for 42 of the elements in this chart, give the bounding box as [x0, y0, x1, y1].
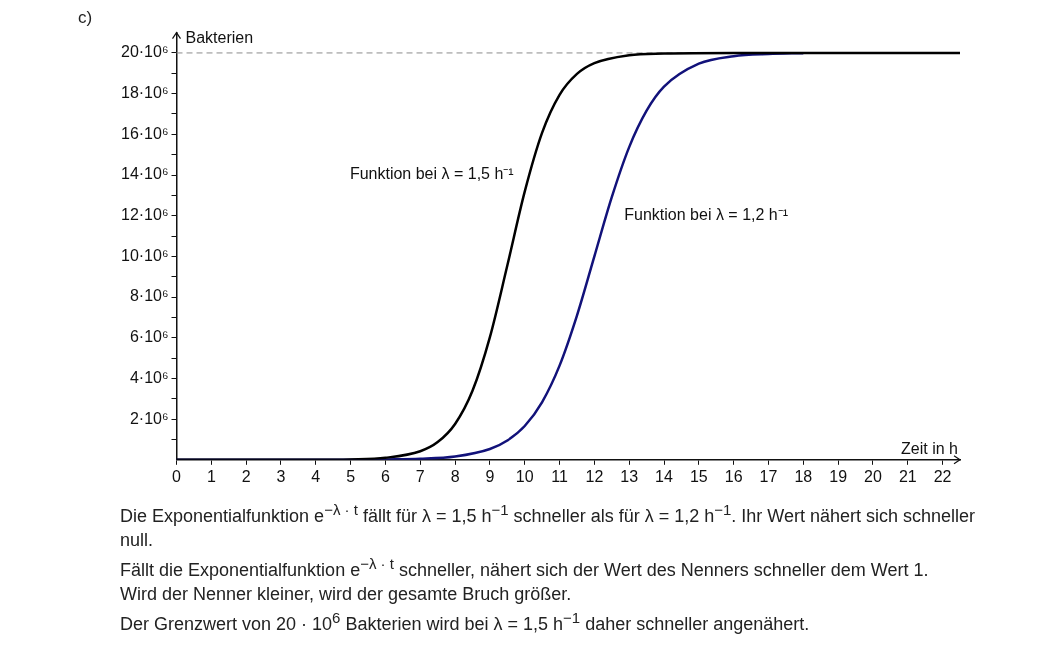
y-tick-label: 2·10⁶	[129, 409, 169, 427]
x-tick-label: 17	[759, 467, 778, 485]
x-tick-label: 3	[276, 467, 286, 485]
x-tick-label: 18	[794, 467, 813, 485]
x-tick-label: 21	[898, 467, 917, 485]
text: Fällt die Exponentialfunktion e$^{−λ · t}$ schneller, nähert sich der Wert des Nenners schneller dem Wert 1.	[120, 554, 930, 582]
x-tick-label: 15	[689, 467, 708, 485]
x-tick-label: 22	[933, 467, 952, 485]
x-tick-label: 2	[241, 467, 251, 485]
y-tick-label: 16·10⁶	[120, 124, 169, 142]
x-tick-label: 6	[380, 467, 390, 485]
series-label: Funktion bei λ = 1,5 h⁻¹	[349, 165, 514, 183]
text: Die Exponentialfunktion e$^{−λ · t}$ fällt für λ = 1,5 h$^{−1}$ schneller als für λ = 1,2 h$^{−1}$. Ihr Wert nähert sich schneller null.	[120, 501, 976, 550]
x-axis-title: Zeit in h	[901, 440, 958, 458]
y-tick-label: 12·10⁶	[120, 206, 169, 224]
x-tick-label: 13	[620, 467, 639, 485]
text: Der Grenzwert von 20 · 10$^{6}$ Bakterien wird bei λ = 1,5 h$^{−1}$ daher schneller angenähert.	[120, 608, 811, 636]
x-tick-label: 0	[172, 467, 182, 485]
series-label: Funktion bei λ = 1,2 h⁻¹	[624, 206, 789, 224]
y-tick-label: 4·10⁶	[129, 368, 169, 386]
x-tick-label: 4	[311, 467, 321, 485]
x-tick-label: 20	[864, 467, 882, 485]
x-tick-label: 12	[585, 467, 604, 485]
chart-title: c)	[78, 8, 93, 28]
y-axis-title: Bakterien	[185, 29, 254, 47]
x-tick-label: 19	[829, 467, 848, 485]
x-tick-label: 9	[485, 467, 495, 485]
x-tick-label: 14	[655, 467, 674, 485]
y-tick-label: 18·10⁶	[120, 84, 169, 102]
y-tick-label: 8·10⁶	[129, 287, 169, 305]
x-tick-label: 5	[346, 467, 356, 485]
x-tick-label: 10	[515, 467, 534, 485]
x-tick-label: 8	[450, 467, 460, 485]
y-tick-label: 14·10⁶	[120, 165, 169, 183]
y-tick-label: 10·10⁶	[120, 246, 169, 264]
x-tick-label: 16	[724, 467, 743, 485]
text: Wird der Nenner kleiner, wird der gesamte Bruch größer.	[120, 583, 573, 606]
x-tick-label: 11	[551, 467, 568, 485]
x-tick-label: 7	[415, 467, 425, 485]
y-tick-label: 6·10⁶	[129, 328, 169, 346]
y-tick-label: 20·10⁶	[120, 43, 169, 61]
x-tick-label: 1	[206, 467, 216, 485]
